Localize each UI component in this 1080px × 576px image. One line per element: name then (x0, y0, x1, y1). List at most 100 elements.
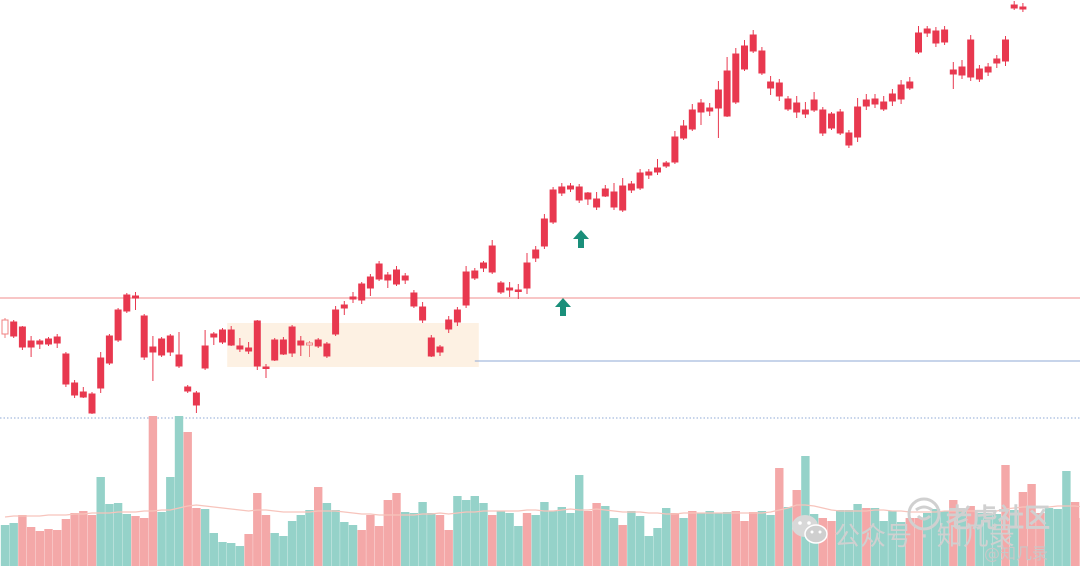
candle-body (506, 287, 514, 291)
volume-bar (287, 521, 297, 566)
candle-body (349, 296, 357, 300)
candle-body (993, 58, 1001, 64)
volume-bar (783, 507, 793, 566)
volume-bar (331, 510, 340, 566)
volume-bar (557, 507, 566, 566)
up-arrow-icon (555, 298, 571, 316)
volume-bar (496, 511, 506, 566)
volume-bar (722, 512, 732, 566)
candle-body (366, 276, 374, 289)
candle-body (201, 345, 209, 369)
volume-bar (1062, 471, 1071, 566)
candle-body (140, 315, 148, 358)
volume-bar (505, 513, 514, 566)
volume-bar (322, 503, 332, 566)
candle-body (619, 185, 627, 211)
candle-body (227, 329, 235, 346)
candle-body (941, 29, 949, 43)
candle-body (645, 171, 653, 176)
volume-bar (731, 511, 740, 566)
volume-bar (374, 526, 384, 566)
candle-body (480, 262, 487, 269)
volume-bar (261, 515, 271, 566)
candle-body (445, 319, 453, 330)
volume-bar (1053, 509, 1062, 566)
volume-bar (749, 512, 758, 566)
candle-body (697, 102, 705, 113)
candle-body (436, 346, 444, 353)
candle-body (375, 263, 383, 280)
candle-body (36, 340, 44, 345)
volume-bar (609, 518, 619, 566)
candle-body (949, 69, 957, 75)
volume-bar (131, 516, 140, 566)
candle-body (549, 189, 557, 223)
candle-body (854, 106, 862, 138)
candle-body (967, 39, 975, 78)
volume-bar (1018, 492, 1028, 566)
candle-body (584, 192, 592, 200)
volume-bar (235, 546, 245, 566)
volume-bar (949, 500, 958, 566)
volume-bar (862, 508, 871, 566)
volume-bar (957, 511, 967, 566)
volume-bar (409, 513, 419, 566)
candle-body (915, 32, 922, 53)
candle-body (975, 68, 983, 80)
candle-body (567, 185, 574, 190)
volume-bar (714, 513, 723, 566)
candle-body (123, 294, 131, 312)
candle-body (767, 81, 775, 89)
candle-body (271, 339, 279, 361)
volume-bar (157, 512, 166, 566)
candle-body (262, 366, 270, 369)
candle-body (714, 89, 722, 109)
candle-body (53, 336, 61, 344)
candle-body (671, 136, 679, 163)
candle-body (45, 338, 52, 345)
candle-body (279, 339, 287, 355)
volume-bar (200, 509, 210, 566)
volume-bar (1027, 484, 1036, 566)
volume-bar (575, 475, 584, 566)
volume-bar (244, 534, 253, 566)
candle-body (880, 101, 888, 110)
volume-bar (140, 518, 149, 566)
candle-body (1, 319, 9, 335)
candle-body (471, 270, 479, 279)
volume-bar (618, 525, 627, 566)
candle-body (958, 66, 966, 76)
volume-bar (905, 518, 914, 566)
candle-body (984, 66, 992, 73)
candle-body (636, 172, 644, 189)
volume-bar (514, 526, 523, 566)
candle-body (323, 343, 331, 357)
volume-bar (253, 493, 262, 566)
volume-bar (122, 514, 131, 566)
candle-body (558, 186, 566, 194)
volume-bar (444, 530, 453, 566)
candle-body (358, 283, 366, 301)
volume-bar (688, 511, 697, 566)
candle-body (236, 345, 244, 350)
volume-bar (966, 506, 975, 566)
volume-bar (644, 536, 653, 566)
up-arrow-icon (573, 230, 589, 248)
volume-bar (818, 518, 827, 566)
candle-body (384, 274, 392, 281)
volume-pane (0, 416, 1080, 566)
volume-bar (9, 523, 18, 566)
volume-bar (975, 513, 984, 566)
volume-bar (148, 416, 158, 566)
candle-body (593, 198, 601, 208)
volume-bar (1001, 465, 1010, 566)
candle-body (1019, 6, 1027, 10)
volume-bar (227, 543, 236, 566)
volume-bar (592, 503, 601, 566)
volume-bar (0, 525, 10, 566)
candle-body (10, 321, 18, 337)
volume-bar (853, 504, 862, 566)
volume-bar (383, 500, 392, 566)
candle-body (601, 188, 609, 197)
candle-body (871, 98, 879, 105)
